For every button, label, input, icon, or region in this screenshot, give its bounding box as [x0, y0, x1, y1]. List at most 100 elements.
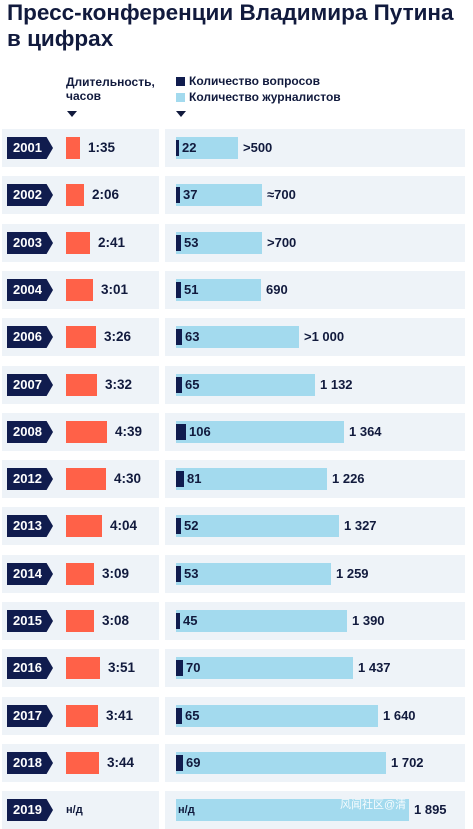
questions-bar [176, 329, 182, 345]
duration-bar [66, 374, 97, 396]
duration-value: 1:35 [88, 140, 116, 155]
year-label: 2015 [7, 610, 53, 632]
duration-bar [66, 515, 102, 537]
page-title: Пресс-конференции Владимира Путина в циф… [7, 0, 454, 51]
legend-duration-arrow-icon [67, 111, 77, 117]
questions-value: 69 [186, 755, 201, 770]
legend-duration: Длительность, часов [66, 75, 155, 103]
journalists-bar [176, 137, 238, 159]
journalists-bar [176, 705, 378, 727]
watermark: 风闻社区@清 [340, 799, 407, 811]
year-label: 2006 [7, 326, 53, 348]
journalists-value: 1 895 [414, 802, 447, 817]
year-label: 2008 [7, 421, 53, 443]
year-label: 2007 [7, 374, 53, 396]
legend-questions-swatch [176, 77, 185, 86]
journalists-value: 690 [266, 282, 288, 297]
year-label: 2001 [7, 137, 53, 159]
legend-bars-arrow-icon [176, 111, 186, 117]
journalists-bar [176, 610, 347, 632]
year-label: 2003 [7, 232, 53, 254]
questions-bar [176, 755, 183, 771]
duration-bar [66, 468, 106, 490]
questions-bar [176, 613, 180, 629]
year-label: 2018 [7, 752, 53, 774]
questions-value: 63 [185, 329, 200, 344]
questions-bar [176, 140, 179, 156]
journalists-bar [176, 184, 262, 206]
questions-value: 65 [185, 377, 200, 392]
duration-value: 3:51 [108, 660, 136, 675]
duration-value: 3:26 [104, 329, 132, 344]
journalists-bar [176, 374, 315, 396]
journalists-value: ≈700 [267, 187, 296, 202]
duration-value: 4:30 [114, 471, 142, 486]
journalists-value: 1 226 [332, 471, 365, 486]
questions-bar [176, 660, 183, 676]
duration-bar [66, 610, 94, 632]
journalists-bar [176, 326, 299, 348]
journalists-bar [176, 515, 339, 537]
journalists-value: >1 000 [304, 329, 345, 344]
journalists-bar [176, 752, 386, 774]
questions-bar [176, 708, 182, 724]
questions-value: н/д [178, 804, 195, 816]
journalists-value: 1 390 [352, 613, 385, 628]
year-label: 2019 [7, 799, 53, 821]
journalists-value: >500 [243, 140, 273, 155]
duration-bar [66, 279, 93, 301]
duration-bar [66, 563, 94, 585]
duration-value: 3:08 [102, 613, 130, 628]
questions-value: 53 [184, 566, 199, 581]
questions-value: 65 [185, 708, 200, 723]
legend-journalists-label: Количество журналистов [189, 90, 341, 104]
journalists-value: 1 259 [336, 566, 369, 581]
questions-value: 106 [189, 424, 211, 439]
year-label: 2013 [7, 515, 53, 537]
journalists-value: 1 364 [349, 424, 382, 439]
legend-questions: Количество вопросов [176, 74, 320, 88]
duration-value: 4:04 [110, 518, 138, 533]
duration-value: 2:41 [98, 235, 126, 250]
questions-value: 53 [184, 235, 199, 250]
year-label: 2012 [7, 468, 53, 490]
legend-questions-label: Количество вопросов [189, 74, 320, 88]
journalists-bar [176, 799, 409, 821]
duration-bar [66, 184, 84, 206]
questions-value: 22 [182, 140, 197, 155]
questions-bar [176, 424, 186, 440]
questions-bar [176, 235, 181, 251]
journalists-value: >700 [267, 235, 297, 250]
duration-value: н/д [66, 804, 83, 816]
year-label: 2014 [7, 563, 53, 585]
duration-value: 4:39 [115, 424, 143, 439]
duration-value: 3:41 [106, 708, 134, 723]
questions-value: 51 [184, 282, 199, 297]
journalists-bar [176, 232, 262, 254]
journalists-bar [176, 279, 261, 301]
duration-value: 3:09 [102, 566, 130, 581]
duration-value: 2:06 [92, 187, 120, 202]
journalists-value: 1 132 [320, 377, 353, 392]
journalists-value: 1 327 [344, 518, 377, 533]
journalists-bar [176, 563, 331, 585]
journalists-bar [176, 657, 353, 679]
year-label: 2002 [7, 184, 53, 206]
questions-bar [176, 282, 181, 298]
questions-bar [176, 187, 180, 203]
legend-journalists: Количество журналистов [176, 90, 341, 104]
journalists-bar [176, 421, 344, 443]
duration-bar [66, 232, 90, 254]
questions-bar [176, 518, 181, 534]
duration-bar [66, 752, 99, 774]
duration-bar [66, 137, 80, 159]
year-label: 2004 [7, 279, 53, 301]
questions-bar [176, 566, 181, 582]
duration-bar [66, 705, 98, 727]
questions-bar [176, 471, 184, 487]
questions-bar [176, 377, 182, 393]
year-label: 2017 [7, 705, 53, 727]
questions-value: 81 [187, 471, 202, 486]
year-label: 2016 [7, 657, 53, 679]
journalists-bar [176, 468, 327, 490]
